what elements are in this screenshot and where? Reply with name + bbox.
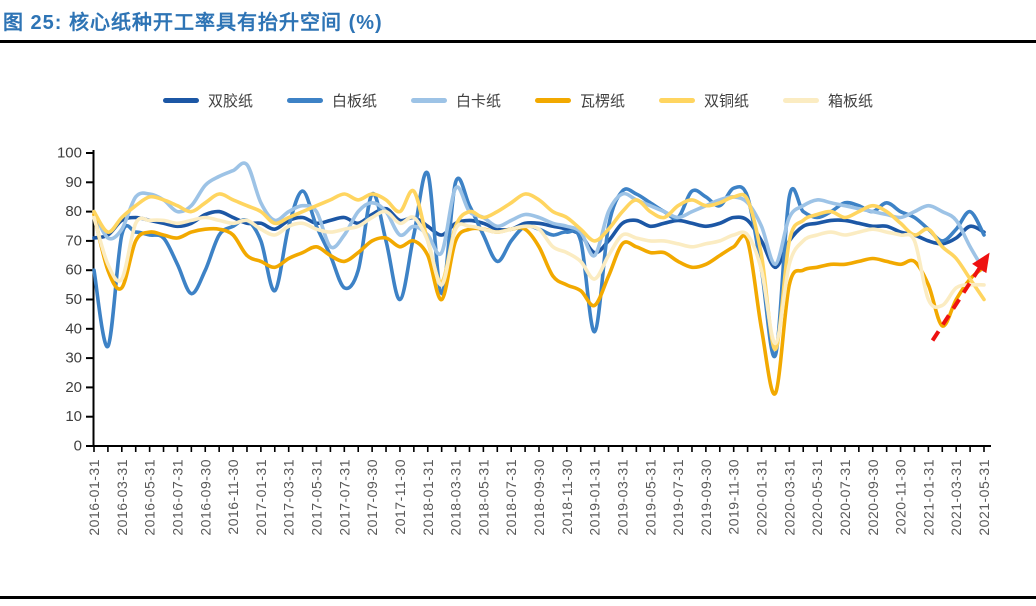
- x-axis-tick-label: 2021-03-31: [948, 459, 964, 536]
- legend-label: 双铜纸: [704, 93, 750, 110]
- figure-title-row: 图 25: 核心纸种开工率具有抬升空间 (%): [3, 6, 1033, 35]
- bottom-divider: [0, 596, 1036, 599]
- x-axis-tick-label: 2018-11-30: [559, 459, 575, 535]
- x-axis-tick-label: 2018-09-30: [531, 459, 547, 536]
- series-line-箱板纸: [92, 209, 986, 346]
- legend-item: 双铜纸: [659, 90, 749, 111]
- x-axis-tick-label: 2020-01-31: [754, 459, 770, 536]
- legend-swatch: [783, 98, 820, 103]
- x-axis-tick-label: 2018-05-31: [475, 459, 491, 536]
- legend-swatch: [659, 98, 696, 103]
- title-divider: [0, 40, 1036, 43]
- legend-swatch: [535, 98, 571, 103]
- y-axis-tick-label: 60: [65, 262, 82, 279]
- x-axis-tick-label: 2018-07-31: [503, 459, 519, 536]
- y-axis-tick-label: 90: [65, 174, 82, 191]
- legend-label: 瓦楞纸: [580, 93, 626, 110]
- trend-arrow-head: [972, 252, 990, 274]
- x-axis-tick-label: 2016-01-31: [86, 459, 102, 536]
- x-axis-tick-label: 2017-03-31: [281, 459, 297, 536]
- x-axis-tick-label: 2017-01-31: [253, 459, 269, 536]
- x-axis-tick-label: 2017-11-30: [392, 459, 408, 535]
- y-axis-tick-label: 50: [65, 291, 82, 308]
- figure-title: 图 25: 核心纸种开工率具有抬升空间 (%): [3, 12, 383, 34]
- legend-item: 白板纸: [286, 90, 377, 111]
- x-axis-tick-label: 2017-09-30: [364, 459, 380, 536]
- x-axis-tick-label: 2019-01-31: [587, 459, 603, 536]
- legend-item: 箱板纸: [783, 90, 873, 111]
- legend-item: 双胶纸: [162, 90, 253, 111]
- legend-label: 双胶纸: [207, 93, 253, 110]
- legend-label: 箱板纸: [828, 93, 874, 110]
- x-axis-tick-label: 2021-05-31: [976, 459, 992, 536]
- y-axis-tick-label: 70: [65, 232, 82, 249]
- x-axis-tick-label: 2016-09-30: [197, 459, 213, 536]
- y-axis-tick-label: 0: [74, 438, 82, 455]
- x-axis-tick-label: 2016-03-31: [114, 459, 130, 536]
- x-axis-tick-label: 2020-09-30: [865, 459, 881, 536]
- legend-label: 白卡纸: [455, 93, 501, 110]
- x-axis-tick-label: 2020-03-31: [781, 459, 797, 536]
- x-axis-tick-label: 2019-05-31: [642, 459, 658, 536]
- x-axis-tick-label: 2017-05-31: [309, 459, 325, 536]
- series-line-双铜纸: [92, 188, 986, 352]
- legend-swatch: [410, 98, 447, 103]
- x-axis-tick-label: 2017-07-31: [336, 459, 352, 536]
- x-axis-tick-label: 2016-11-30: [225, 459, 241, 535]
- x-axis-tick-label: 2020-07-31: [837, 459, 853, 536]
- legend-swatch: [286, 98, 323, 103]
- x-axis-tick-label: 2016-07-31: [169, 459, 185, 536]
- y-axis-tick-label: 80: [65, 203, 82, 220]
- legend-item: 瓦楞纸: [535, 90, 625, 111]
- legend-label: 白板纸: [331, 93, 377, 110]
- y-axis-tick-label: 100: [57, 145, 82, 162]
- x-axis-tick-label: 2020-05-31: [809, 459, 825, 536]
- y-axis-tick-label: 30: [65, 350, 82, 367]
- y-axis-tick-label: 10: [65, 408, 82, 425]
- x-axis-tick-label: 2016-05-31: [142, 459, 158, 536]
- y-axis-tick-label: 40: [65, 320, 82, 337]
- series-line-瓦楞纸: [92, 212, 986, 396]
- x-axis-tick-label: 2020-11-30: [893, 459, 909, 535]
- x-axis-tick-label: 2019-07-31: [670, 459, 686, 536]
- series-line-白卡纸: [92, 161, 986, 272]
- x-axis-tick-label: 2021-01-31: [920, 459, 936, 536]
- x-axis-tick-label: 2019-03-31: [614, 459, 630, 536]
- x-axis-tick-label: 2018-03-31: [448, 459, 464, 536]
- trend-arrow-shaft: [930, 263, 984, 342]
- y-axis-tick-label: 20: [65, 379, 82, 396]
- legend-swatch: [162, 98, 199, 103]
- x-axis-tick-label: 2019-09-30: [698, 459, 714, 536]
- x-axis-tick-label: 2019-11-30: [726, 459, 742, 535]
- legend-item: 白卡纸: [410, 90, 501, 111]
- chart-legend: 双胶纸 白板纸 白卡纸 瓦楞纸 双铜纸 箱板纸: [0, 90, 1036, 111]
- x-axis-tick-label: 2018-01-31: [420, 459, 436, 536]
